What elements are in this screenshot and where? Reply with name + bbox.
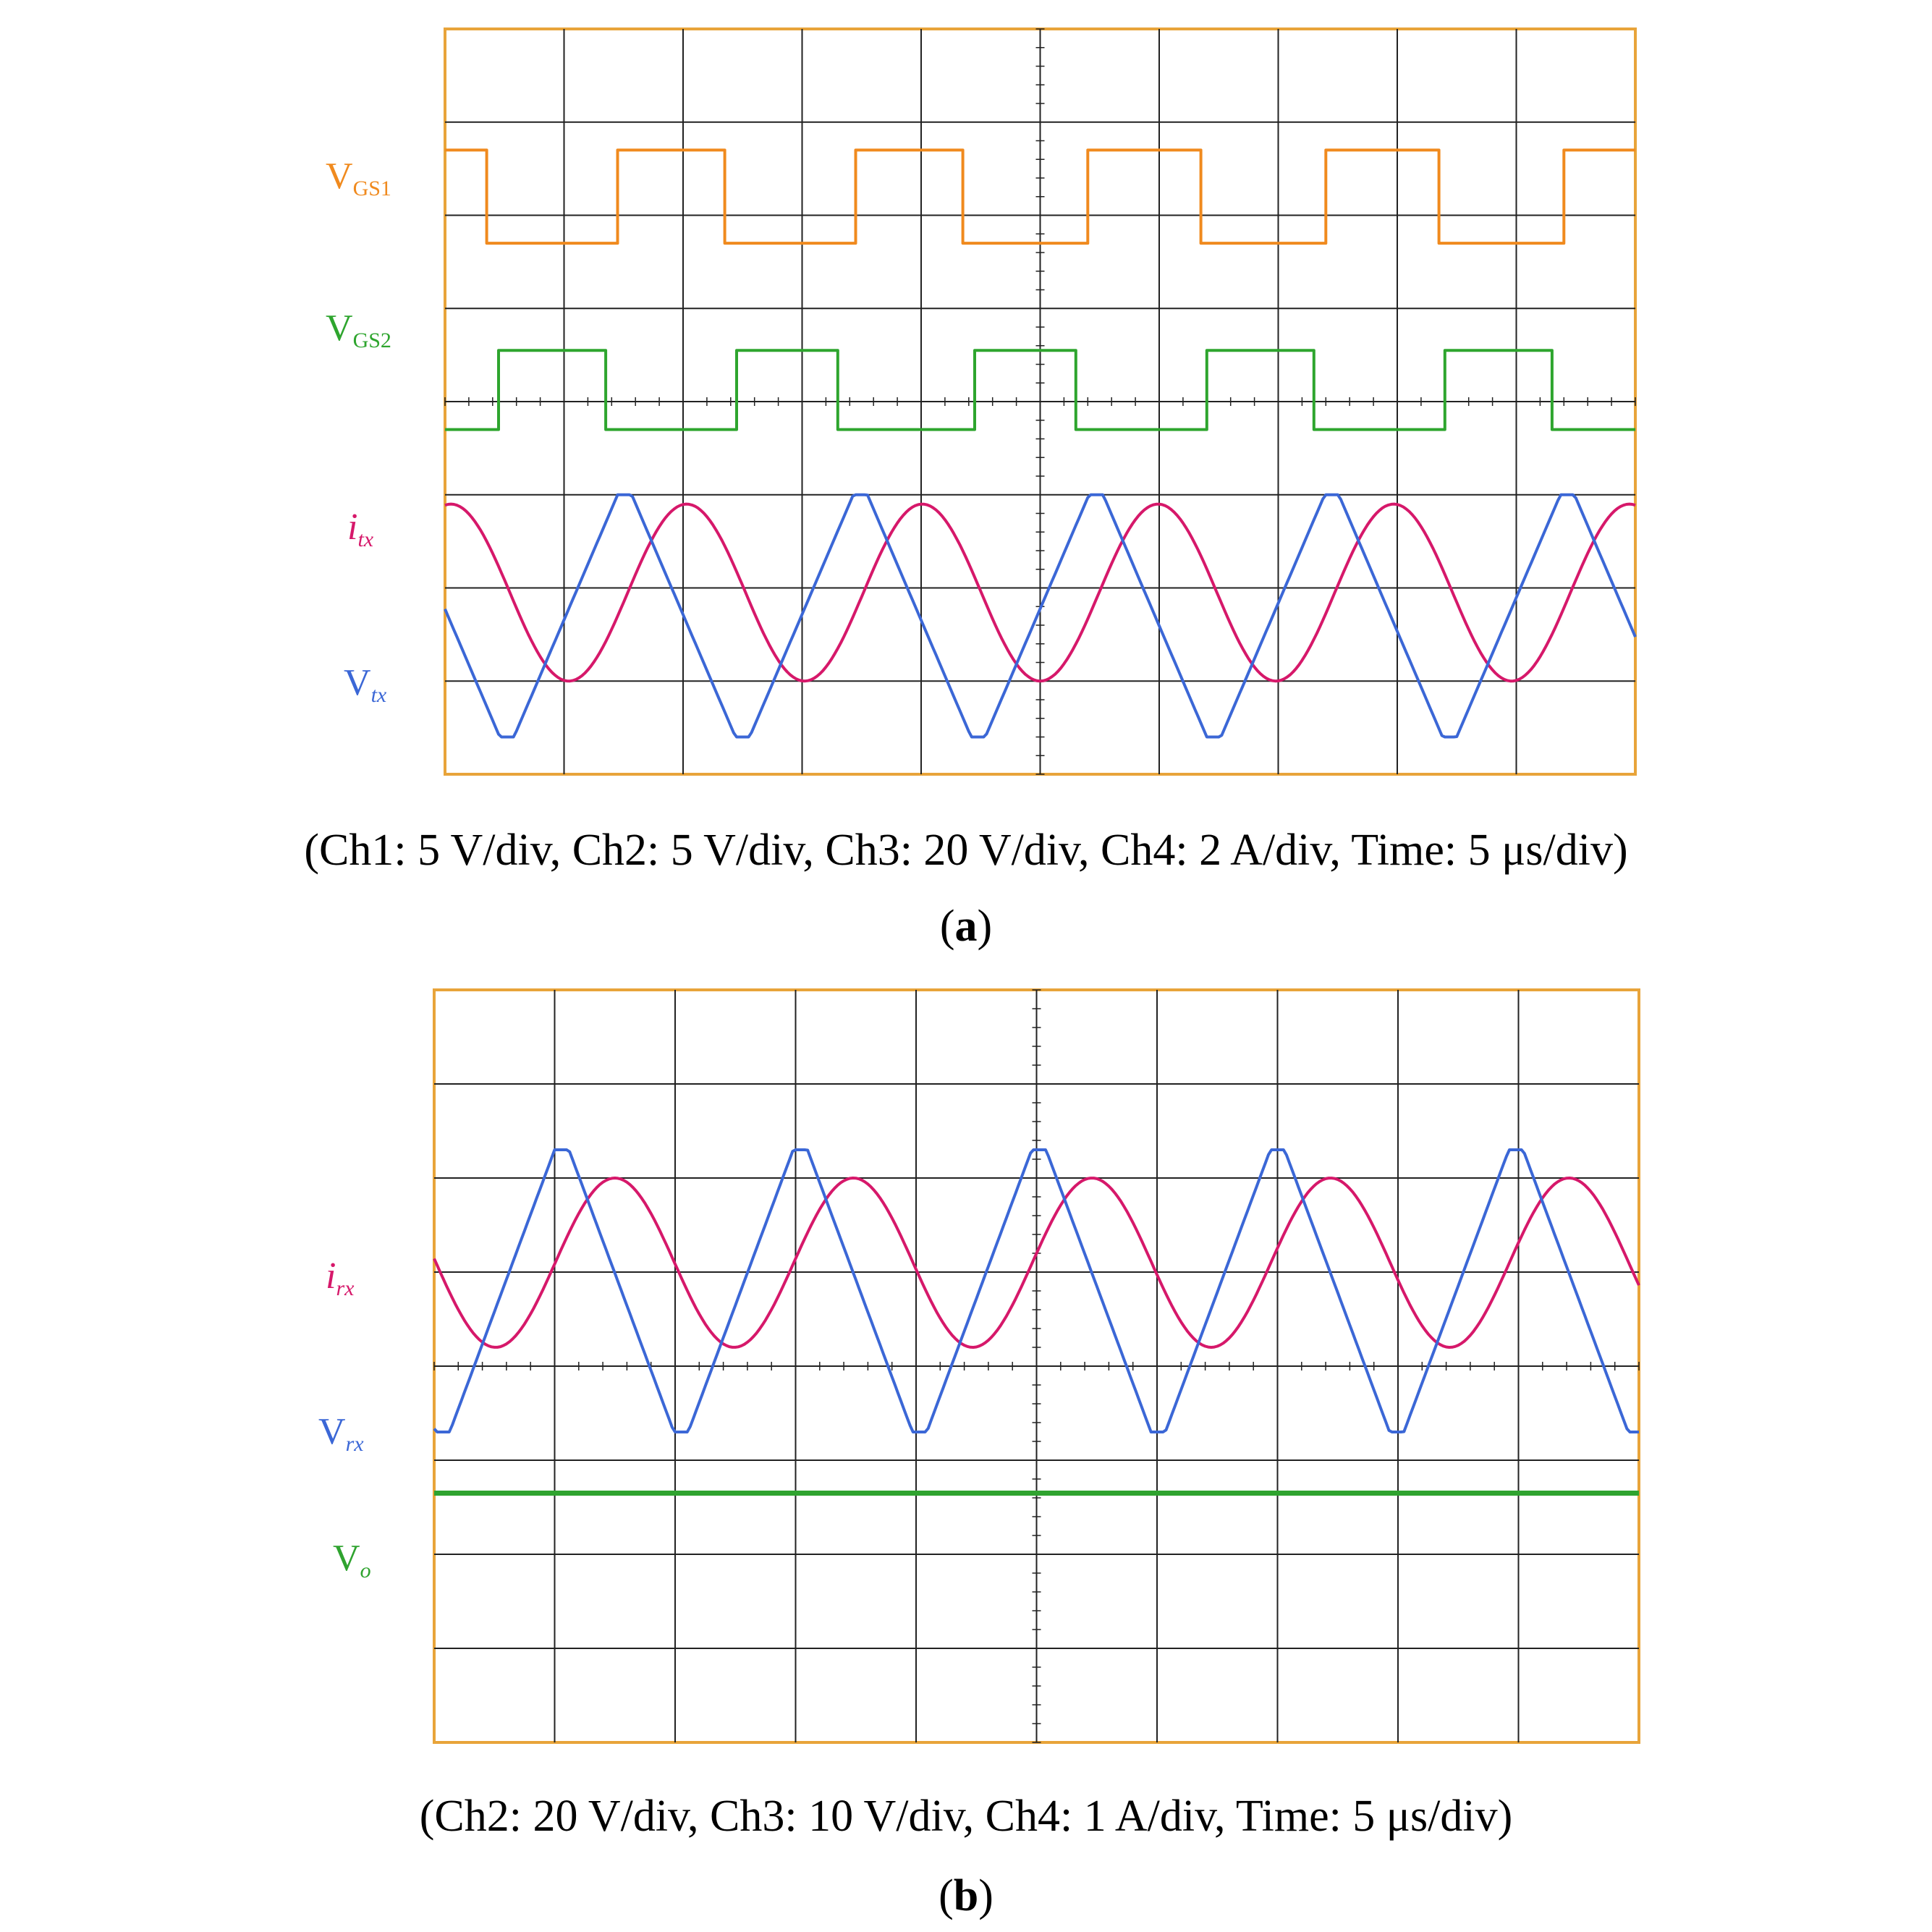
- label-vgs1-main: V: [326, 156, 353, 197]
- label-itx: itx: [347, 507, 374, 551]
- label-vgs2: VGS2: [326, 308, 391, 352]
- panel-b-traces: [433, 1148, 1640, 1496]
- label-vgs1-sub: GS1: [353, 177, 391, 200]
- trace-i-tx: [444, 502, 1636, 683]
- label-vtx: Vtx: [344, 662, 387, 707]
- label-vo: Vo: [333, 1538, 371, 1583]
- label-itx-main: i: [347, 507, 357, 548]
- panel-a-tag-letter: a: [955, 902, 978, 951]
- panel-b-caption: (Ch2: 20 V/div, Ch3: 10 V/div, Ch4: 1 A/…: [420, 1792, 1513, 1841]
- panel-a-channel-labels: VGS1 VGS2 itx Vtx: [326, 156, 391, 707]
- label-vgs1: VGS1: [326, 156, 391, 200]
- panel-b: irx Vrx Vo (Ch2: 20 V/div, Ch3: 10 V/div…: [318, 988, 1640, 1920]
- panel-a-caption: (Ch1: 5 V/div, Ch2: 5 V/div, Ch3: 20 V/d…: [304, 826, 1627, 875]
- trace-vgs1: [445, 148, 1635, 245]
- label-vgs2-main: V: [326, 308, 353, 349]
- panel-a-grid: [444, 28, 1636, 775]
- label-vtx-sub: tx: [371, 683, 387, 707]
- panel-a-traces: [444, 148, 1637, 739]
- label-vtx-main: V: [344, 662, 371, 703]
- label-irx-main: i: [326, 1255, 336, 1297]
- trace-v-rx: [433, 1148, 1639, 1433]
- trace-v-tx: [444, 493, 1637, 739]
- label-vrx-sub: rx: [346, 1432, 365, 1456]
- panel-a: VGS1 VGS2 itx Vtx (Ch1: 5 V/div, Ch2: 5 …: [304, 27, 1637, 951]
- trace-vgs2: [445, 349, 1635, 431]
- panel-b-tag: (b): [939, 1871, 993, 1920]
- panel-b-tag-letter: b: [954, 1871, 978, 1920]
- label-irx: irx: [326, 1255, 355, 1300]
- label-vrx: Vrx: [318, 1411, 364, 1456]
- panel-b-grid: [433, 989, 1640, 1743]
- label-vo-main: V: [333, 1538, 360, 1579]
- label-vo-sub: o: [360, 1559, 371, 1583]
- panel-a-tag: (a): [940, 902, 992, 951]
- panel-b-channel-labels: irx Vrx Vo: [318, 1255, 371, 1583]
- label-vgs2-sub: GS2: [353, 329, 391, 352]
- label-itx-sub: tx: [357, 528, 373, 551]
- label-vrx-main: V: [318, 1411, 346, 1452]
- label-irx-sub: rx: [336, 1276, 355, 1300]
